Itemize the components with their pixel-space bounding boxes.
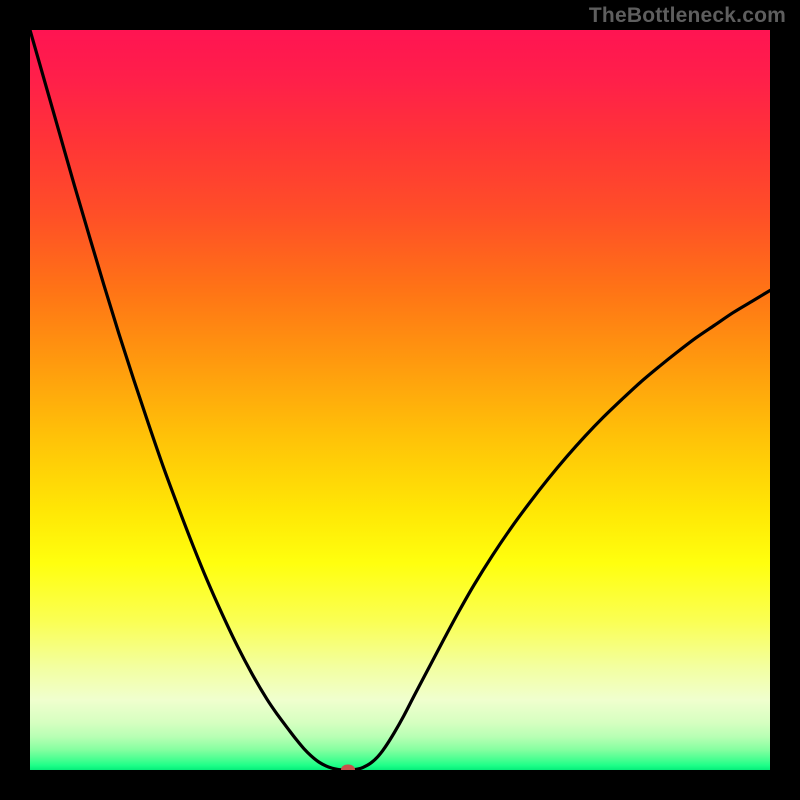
- attribution-watermark: TheBottleneck.com: [589, 4, 786, 28]
- optimum-marker: [341, 765, 355, 771]
- chart-frame: TheBottleneck.com: [0, 0, 800, 800]
- curve-path: [30, 30, 770, 770]
- plot-area: [30, 30, 770, 770]
- bottleneck-curve: [30, 30, 770, 770]
